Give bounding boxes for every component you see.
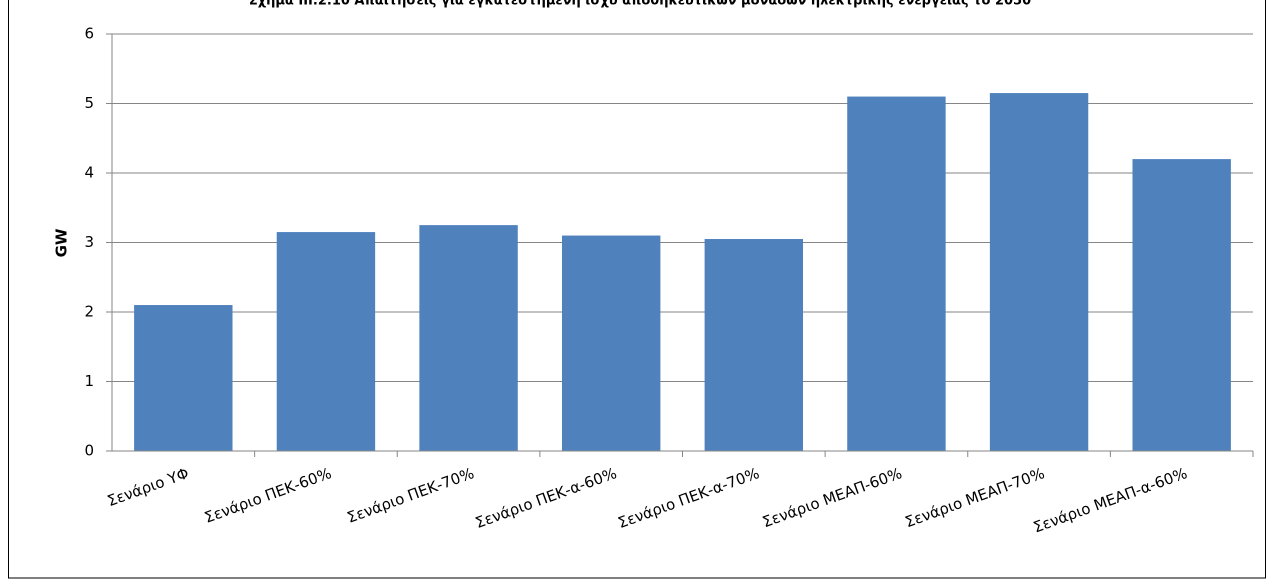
y-tick-label: 5 (84, 94, 94, 112)
bar (419, 225, 518, 451)
bar (847, 96, 946, 452)
y-tick-label: 0 (84, 442, 94, 460)
bar (276, 232, 376, 451)
y-tick-label: 1 (84, 372, 94, 390)
y-axis-label: GW (53, 228, 71, 257)
chart-title: Σχήμα ΙΙΙ.2.10 Απαιτήσεις για εγκατεστημ… (249, 0, 1031, 9)
bar (561, 235, 661, 451)
y-tick-label: 4 (84, 164, 94, 182)
y-tick-label: 3 (84, 233, 94, 251)
bar (134, 305, 233, 451)
bar (1132, 159, 1231, 451)
y-tick-label: 6 (84, 25, 94, 43)
y-tick-label: 2 (84, 303, 94, 321)
bar (704, 239, 804, 451)
bar (989, 93, 1089, 451)
